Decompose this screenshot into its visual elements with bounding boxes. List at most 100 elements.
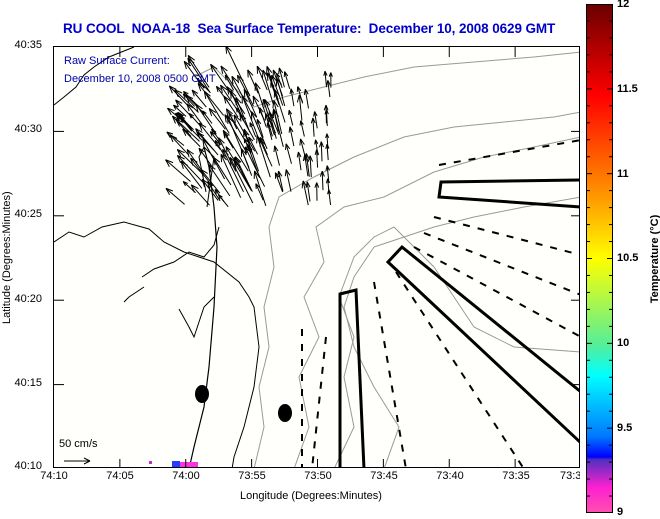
- current-vector: [183, 91, 197, 105]
- current-vector-head: [233, 114, 241, 121]
- current-vector-head: [230, 90, 237, 97]
- current-vector-head: [288, 110, 290, 115]
- current-vector-head: [247, 69, 249, 78]
- current-vector-head: [165, 159, 174, 164]
- current-vector-head: [167, 107, 175, 112]
- current-vector-head: [326, 143, 330, 149]
- current-vector-head: [299, 120, 302, 126]
- current-vector-head: [183, 60, 192, 67]
- current-vector: [190, 184, 210, 206]
- current-vector-head: [202, 110, 205, 116]
- current-vector-head: [220, 65, 224, 74]
- current-vector: [241, 95, 260, 141]
- current-vector-head: [209, 131, 213, 137]
- current-vector-head: [215, 86, 219, 93]
- current-vector-head: [266, 122, 268, 129]
- station-marker: [195, 385, 209, 403]
- current-vector: [256, 119, 264, 138]
- current-vector-head: [216, 85, 222, 90]
- current-vector: [235, 97, 251, 133]
- current-vector-head: [173, 104, 179, 108]
- current-vector-head: [262, 70, 264, 79]
- current-vector: [234, 156, 253, 192]
- current-vector-head: [195, 128, 203, 133]
- current-vector: [209, 131, 222, 146]
- current-vector-head: [243, 138, 248, 143]
- sst-dot: [149, 461, 152, 464]
- current-vector-head: [256, 65, 263, 73]
- sst-patch-blue: [172, 461, 180, 467]
- colorbar-label: Temperature (°C): [649, 214, 660, 304]
- current-vector-head: [327, 80, 331, 86]
- current-vector-head: [173, 104, 177, 110]
- current-vector-head: [262, 69, 269, 77]
- current-vector-head: [225, 47, 228, 54]
- colorbar-tick-label: 11: [617, 168, 629, 180]
- current-vector-head: [224, 114, 227, 123]
- current-vector-head: [183, 181, 188, 184]
- current-vector-head: [256, 135, 263, 143]
- current-vector-head: [246, 143, 253, 151]
- current-vector-head: [274, 89, 280, 97]
- current-vector-head: [175, 99, 183, 104]
- current-vector: [259, 138, 273, 167]
- current-vector-head: [208, 107, 217, 114]
- current-vector-head: [284, 169, 287, 177]
- current-vector-head: [328, 72, 332, 77]
- current-vector-head: [251, 111, 258, 118]
- current-vector: [278, 170, 284, 192]
- colorbar-tick-label: 9: [617, 506, 624, 518]
- current-vector: [203, 90, 230, 134]
- current-vector-head: [190, 157, 194, 166]
- current-vector: [231, 76, 255, 118]
- current-vector: [327, 80, 331, 98]
- current-vector-head: [273, 108, 278, 115]
- current-vector: [167, 107, 188, 125]
- current-vector: [222, 130, 249, 172]
- current-vector-head: [289, 88, 292, 95]
- current-vector: [321, 171, 324, 191]
- current-vector-head: [285, 143, 287, 150]
- current-vector-head: [182, 93, 188, 97]
- current-vector-head: [220, 154, 223, 163]
- current-vector: [226, 86, 246, 115]
- current-vector-head: [272, 108, 274, 116]
- current-vector-head: [227, 115, 234, 123]
- current-vector-head: [275, 172, 280, 178]
- current-vector: [229, 157, 254, 204]
- x-tick-label: 73:35: [502, 470, 530, 482]
- current-vector-head: [288, 126, 291, 133]
- current-vector: [273, 100, 283, 135]
- current-vector-head: [177, 111, 184, 117]
- current-vector-head: [211, 128, 217, 133]
- current-vector: [188, 113, 202, 127]
- current-vector-head: [175, 118, 184, 123]
- current-vector: [187, 57, 211, 94]
- current-vector: [230, 90, 243, 118]
- current-vector-head: [271, 74, 278, 82]
- current-vector-head: [197, 83, 202, 92]
- current-vector-head: [326, 80, 329, 86]
- current-vector-head: [231, 76, 234, 85]
- current-vector: [165, 159, 191, 182]
- current-vector-head: [218, 194, 221, 200]
- current-vector-head: [325, 109, 329, 115]
- current-vector-head: [223, 132, 229, 137]
- current-vector: [284, 71, 291, 89]
- current-vector: [183, 61, 205, 89]
- current-vector-head: [165, 188, 171, 196]
- current-vector: [312, 117, 315, 137]
- current-vector-head: [225, 108, 229, 117]
- current-vector-head: [325, 178, 329, 184]
- current-vector-head: [237, 75, 239, 84]
- current-vector-head: [176, 149, 182, 157]
- colorbar-tick-label: 10.5: [617, 252, 639, 264]
- current-vector-head: [183, 61, 187, 70]
- current-vector-head: [274, 145, 279, 152]
- current-vector: [177, 112, 192, 130]
- current-vector-head: [175, 99, 179, 107]
- current-vector-head: [213, 157, 216, 166]
- station-marker: [278, 404, 292, 422]
- current-vector-head: [255, 183, 260, 188]
- current-vector-head: [313, 111, 316, 117]
